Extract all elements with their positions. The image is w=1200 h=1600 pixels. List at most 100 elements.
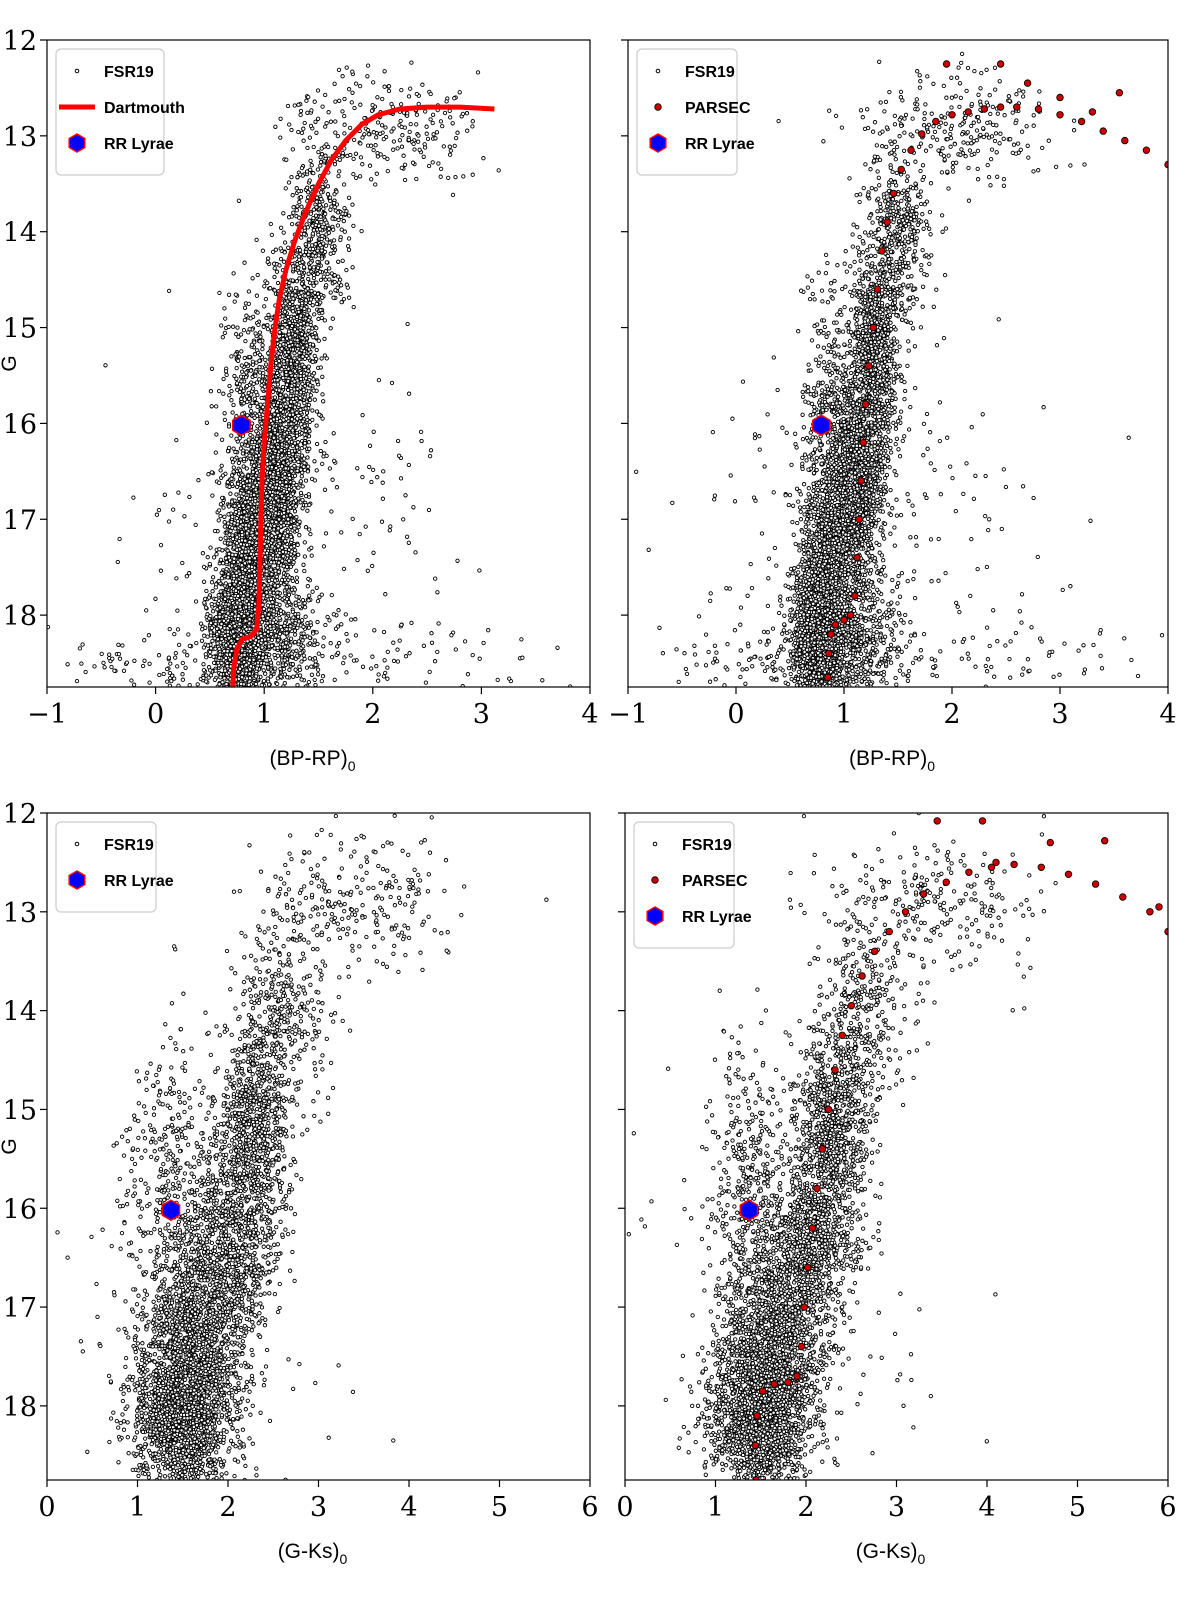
fsr19-point xyxy=(247,559,252,564)
fsr19-point xyxy=(222,596,228,602)
fsr19-point xyxy=(205,634,210,639)
fsr19-point xyxy=(306,598,311,603)
fsr19-point xyxy=(301,631,306,636)
fsr19-point xyxy=(266,510,271,515)
fsr19-point xyxy=(229,563,235,568)
fsr19-point xyxy=(275,455,280,460)
fsr19-point xyxy=(214,432,219,437)
fsr19-point xyxy=(266,637,271,642)
fsr19-point xyxy=(292,632,298,637)
fsr19-point xyxy=(272,412,277,417)
fsr19-point xyxy=(307,389,312,394)
fsr19-point xyxy=(278,674,284,679)
fsr19-point xyxy=(288,370,293,376)
fsr19-point xyxy=(314,280,319,285)
fsr19-point xyxy=(306,308,312,313)
fsr19-point xyxy=(289,417,295,422)
fsr19-point xyxy=(252,556,257,561)
fsr19-point xyxy=(302,568,307,574)
fsr19-point xyxy=(294,575,300,580)
fsr19-point xyxy=(291,210,296,215)
fsr19-point xyxy=(233,292,238,297)
fsr19-point xyxy=(259,383,264,388)
fsr19-point xyxy=(182,649,187,654)
fsr19-point xyxy=(222,306,227,311)
fsr19-point xyxy=(230,410,235,415)
fsr19-point xyxy=(295,386,300,392)
fsr19-point xyxy=(222,524,227,529)
fsr19-point xyxy=(277,615,282,621)
fsr19-point xyxy=(265,621,270,626)
fsr19-point xyxy=(292,639,298,645)
fsr19-point xyxy=(311,371,317,376)
fsr19-point xyxy=(227,393,232,398)
fsr19-point xyxy=(268,418,274,423)
fsr19-point xyxy=(233,588,239,593)
fsr19-point xyxy=(273,485,278,490)
fsr19-point xyxy=(301,464,306,469)
fsr19-point xyxy=(241,585,247,590)
fsr19-point xyxy=(279,653,284,658)
panel-top-left: −1 0 1 2 3 412131415161718(BP-RP)0GFSR19Dartm… xyxy=(0,26,599,774)
fsr19-point xyxy=(250,514,255,520)
fsr19-point xyxy=(287,475,292,481)
fsr19-point xyxy=(283,301,288,306)
fsr19-point xyxy=(263,641,268,646)
fsr19-point xyxy=(300,484,305,489)
fsr19-point xyxy=(266,612,271,617)
fsr19-point xyxy=(281,375,286,381)
fsr19-point xyxy=(240,671,245,676)
fsr19-point xyxy=(209,625,214,631)
fsr19-point xyxy=(284,404,289,409)
fsr19-point xyxy=(286,509,291,514)
fsr19-point xyxy=(224,643,229,648)
fsr19-point xyxy=(274,495,279,501)
fsr19-point xyxy=(336,608,341,613)
fsr19-point xyxy=(281,514,287,519)
fsr19-point xyxy=(217,547,222,552)
fsr19-point xyxy=(288,534,294,539)
fsr19-point xyxy=(314,585,319,590)
fsr19-point xyxy=(282,398,287,403)
fsr19-point xyxy=(295,682,300,687)
fsr19-point xyxy=(296,598,301,604)
fsr19-point xyxy=(292,356,297,361)
fsr19-point xyxy=(233,509,239,515)
fsr19-point xyxy=(235,600,240,605)
fsr19-point xyxy=(215,632,220,637)
fsr19-point xyxy=(270,620,276,625)
fsr19-point xyxy=(306,368,311,374)
fsr19-point xyxy=(279,464,285,469)
fsr19-point xyxy=(281,554,286,559)
fsr19-point xyxy=(300,381,305,387)
fsr19-point xyxy=(306,679,312,685)
fsr19-point xyxy=(251,463,257,468)
fsr19-point xyxy=(232,503,237,509)
fsr19-point xyxy=(317,412,322,417)
fsr19-point xyxy=(320,461,325,467)
fsr19-point xyxy=(283,649,288,654)
fsr19-point xyxy=(283,393,288,398)
fsr19-point xyxy=(289,383,294,388)
fsr19-point xyxy=(303,298,309,303)
fsr19-point xyxy=(295,416,300,421)
fsr19-point xyxy=(291,674,296,679)
fsr19-point xyxy=(229,433,234,438)
fsr19-point xyxy=(261,370,266,376)
fsr19-point xyxy=(296,639,301,644)
fsr19-point xyxy=(249,573,254,578)
fsr19-point xyxy=(282,623,287,629)
fsr19-point xyxy=(306,271,311,276)
fsr19-point xyxy=(267,470,273,475)
fsr19-point xyxy=(226,292,232,297)
fsr19-point xyxy=(234,547,240,552)
fsr19-point xyxy=(225,611,231,616)
fsr19-point xyxy=(293,667,298,672)
fsr19-point xyxy=(213,585,218,590)
fsr19-point xyxy=(208,653,213,659)
fsr19-point xyxy=(280,384,286,390)
fsr19-point xyxy=(274,416,280,421)
fsr19-point xyxy=(218,513,223,519)
fsr19-point xyxy=(243,538,248,543)
fsr19-point xyxy=(290,443,296,449)
